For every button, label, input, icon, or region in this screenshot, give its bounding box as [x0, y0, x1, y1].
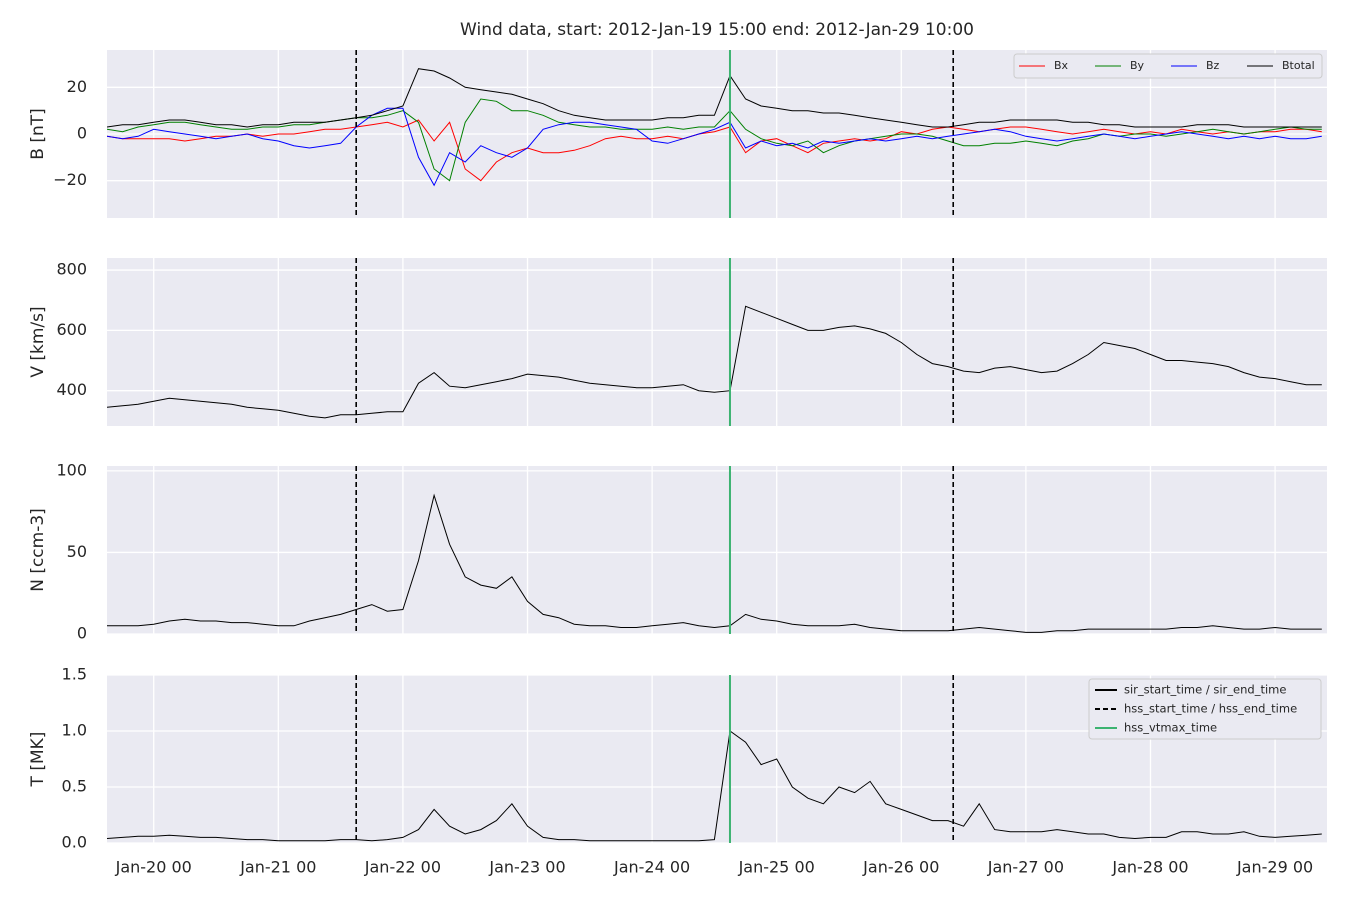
- x-tick-label: Jan-27 00: [987, 858, 1064, 877]
- x-tick-label: Jan-25 00: [738, 858, 815, 877]
- y-tick-label: −20: [53, 170, 87, 189]
- x-tick-label: Jan-29 00: [1236, 858, 1313, 877]
- x-tick-label: Jan-26 00: [862, 858, 939, 877]
- legend-label: hss_vtmax_time: [1124, 721, 1217, 735]
- x-tick-label: Jan-28 00: [1111, 858, 1188, 877]
- y-axis-label: B [nT]: [28, 108, 48, 160]
- series-line: [107, 305, 1322, 419]
- y-tick-label: 800: [56, 260, 87, 279]
- series-group: [107, 730, 1322, 842]
- y-tick-label: 0.0: [62, 833, 87, 852]
- legend-box: [1088, 678, 1322, 740]
- x-tick-label: Jan-23 00: [488, 858, 565, 877]
- y-axis-label: V [km/s]: [28, 306, 48, 377]
- series-line: [107, 730, 1322, 842]
- y-tick-label: 0: [77, 624, 87, 643]
- series-line: [107, 119, 1322, 182]
- legend-label: hss_start_time / hss_end_time: [1124, 702, 1297, 716]
- x-tick-label: Jan-21 00: [239, 858, 316, 877]
- y-tick-label: 0: [77, 124, 87, 143]
- series-group: [107, 305, 1322, 419]
- legend-label: sir_start_time / sir_end_time: [1124, 683, 1286, 697]
- x-tick-label: Jan-24 00: [613, 858, 690, 877]
- series-group: [107, 68, 1322, 187]
- y-tick-label: 0.5: [62, 777, 87, 796]
- y-tick-label: 1.0: [62, 721, 87, 740]
- y-tick-label: 100: [56, 460, 87, 479]
- chart-title: Wind data, start: 2012-Jan-19 15:00 end:…: [460, 20, 974, 40]
- plot-area: [107, 466, 1327, 634]
- y-axis-label: N [ccm-3]: [28, 508, 48, 592]
- legend-label: Btotal: [1282, 59, 1315, 72]
- x-tick-label: Jan-22 00: [364, 858, 441, 877]
- y-tick-label: 400: [56, 380, 87, 399]
- series-line: [107, 68, 1322, 128]
- y-tick-label: 50: [67, 542, 87, 561]
- series-line: [107, 107, 1322, 187]
- plot-area: [107, 258, 1327, 426]
- legend-label: Bx: [1054, 59, 1069, 72]
- x-tick-label: Jan-20 00: [115, 858, 192, 877]
- y-tick-label: 1.5: [62, 665, 87, 684]
- legend-label: Bz: [1206, 59, 1220, 72]
- y-tick-label: 600: [56, 320, 87, 339]
- series-group: [107, 493, 1322, 633]
- series-line: [107, 493, 1322, 633]
- y-axis-label: T [MK]: [28, 732, 48, 788]
- legend-box: [1013, 53, 1323, 79]
- y-tick-label: 20: [67, 77, 87, 96]
- legend-label: By: [1130, 59, 1145, 72]
